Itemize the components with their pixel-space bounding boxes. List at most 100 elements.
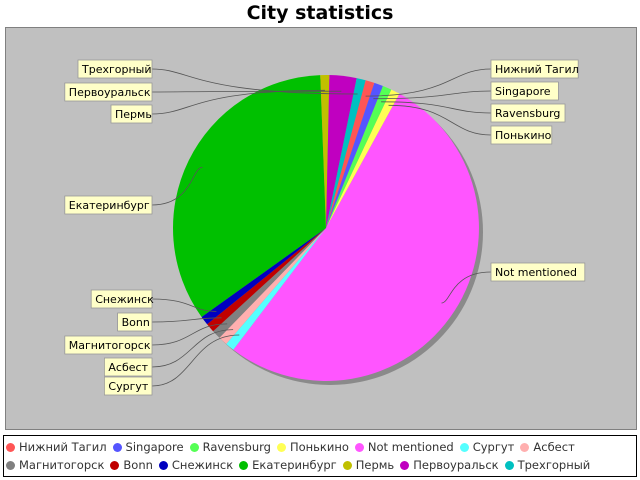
legend-label: Нижний Тагил (19, 440, 107, 454)
legend-item: Трехгорный (504, 456, 591, 474)
leader-line-9 (151, 298, 217, 312)
legend-label: Первоуральск (413, 458, 499, 472)
label-box-9 (90, 289, 153, 309)
slice-1 (326, 82, 383, 228)
legend-swatch (276, 442, 286, 452)
legend-label: Екатеринбург (252, 458, 337, 472)
slice-label-2: Ravensburg (495, 107, 560, 120)
slice-10 (173, 75, 326, 317)
slice-9 (201, 228, 326, 325)
legend-item: Singapore (112, 438, 184, 456)
pie-chart: Нижний Тагил Singapore Ravensburg Понькино N… (64, 59, 586, 396)
leader-line-1 (373, 90, 492, 100)
slice-12 (326, 75, 357, 228)
slice-label-4: Not mentioned (495, 266, 577, 279)
legend-label: Пермь (355, 458, 395, 472)
leader-line-7 (151, 323, 228, 346)
legend-item: Асбест (520, 438, 575, 456)
label-box-11 (110, 104, 153, 124)
slice-2 (326, 86, 392, 228)
leader-line-3 (388, 104, 492, 136)
legend-swatch (504, 460, 514, 470)
slice-label-7: Магнитогорск (69, 339, 151, 352)
slice-7 (213, 228, 326, 338)
label-box-8 (117, 312, 153, 332)
leader-line-4 (441, 271, 492, 304)
legend-label: Трехгорный (517, 458, 591, 472)
label-box-12 (64, 82, 153, 102)
legend-item: Первоуральск (400, 456, 499, 474)
legend-swatch (158, 460, 168, 470)
legend-item: Ravensburg (189, 438, 271, 456)
label-box-0 (490, 59, 579, 79)
slice-3 (326, 89, 400, 228)
label-box-3 (490, 125, 553, 145)
slice-label-5: Сургут (108, 380, 148, 393)
legend-label: Bonn (123, 458, 153, 472)
slice-label-10: Екатеринбург (69, 199, 150, 212)
legend-label: Понькино (289, 440, 349, 454)
slice-label-1: Singapore (495, 85, 551, 98)
legend-item: Понькино (276, 438, 349, 456)
legend-item: Not mentioned (354, 438, 454, 456)
legend-item: Пермь (342, 456, 395, 474)
legend-label: Not mentioned (367, 440, 454, 454)
legend-label: Магнитогорск (19, 458, 105, 472)
legend-item: Нижний Тагил (6, 438, 107, 456)
label-box-4 (490, 262, 586, 282)
leader-line-13 (151, 68, 358, 95)
legend-swatch (112, 442, 122, 452)
label-box-6 (104, 357, 153, 377)
leader-line-6 (151, 329, 234, 368)
label-box-10 (64, 195, 153, 215)
legend-label: Сургут (472, 440, 515, 454)
slice-label-9: Снежинск (95, 293, 154, 306)
slice-13 (326, 78, 366, 228)
legend-swatch (354, 442, 364, 452)
slice-11 (320, 75, 330, 228)
slice-label-12: Первоуральск (69, 86, 151, 99)
slice-0 (326, 80, 375, 229)
legend-swatch (110, 460, 120, 470)
legend-label: Singapore (125, 440, 184, 454)
slice-6 (219, 228, 326, 344)
slice-label-0: Нижний Тагил (495, 63, 579, 76)
legend-swatch (342, 460, 352, 470)
legend-item: Екатеринбург (239, 456, 337, 474)
leader-line-5 (151, 334, 240, 387)
legend-label: Снежинск (171, 458, 234, 472)
label-box-13 (77, 59, 153, 79)
legend-item: Магнитогорск (6, 456, 104, 474)
label-box-5 (104, 376, 153, 396)
label-box-7 (64, 335, 153, 355)
legend-swatch (6, 442, 15, 452)
label-box-2 (490, 103, 566, 123)
legend-swatch (520, 442, 530, 452)
slice-label-8: Bonn (122, 316, 150, 329)
slice-label-6: Асбест (108, 361, 148, 374)
plot-area: Нижний Тагил Singapore Ravensburg Понькино N… (5, 27, 637, 430)
legend-swatch (189, 442, 199, 452)
legend: Нижний Тагил Singapore Ravensburg Понькино N… (3, 435, 637, 477)
legend-label: Ravensburg (202, 440, 271, 454)
leader-line-0 (365, 68, 492, 97)
slice-label-13: Трехгорный (81, 63, 152, 76)
label-box-1 (490, 81, 559, 101)
slice-4 (233, 93, 479, 381)
slice-5 (226, 228, 326, 350)
leader-line-12 (151, 90, 342, 93)
legend-label: Асбест (533, 440, 575, 454)
legend-item: Снежинск (158, 456, 234, 474)
slice-label-11: Пермь (115, 108, 152, 121)
legend-swatch (400, 460, 410, 470)
legend-swatch (6, 460, 15, 470)
leader-line-2 (381, 101, 492, 114)
leader-line-10 (151, 166, 203, 206)
leader-line-8 (151, 317, 222, 323)
slice-8 (207, 228, 326, 332)
slice-label-3: Понькино (495, 129, 552, 142)
chart-title: City statistics (246, 2, 394, 24)
legend-swatch (459, 442, 469, 452)
legend-swatch (239, 460, 249, 470)
legend-item: Сургут (459, 438, 515, 456)
